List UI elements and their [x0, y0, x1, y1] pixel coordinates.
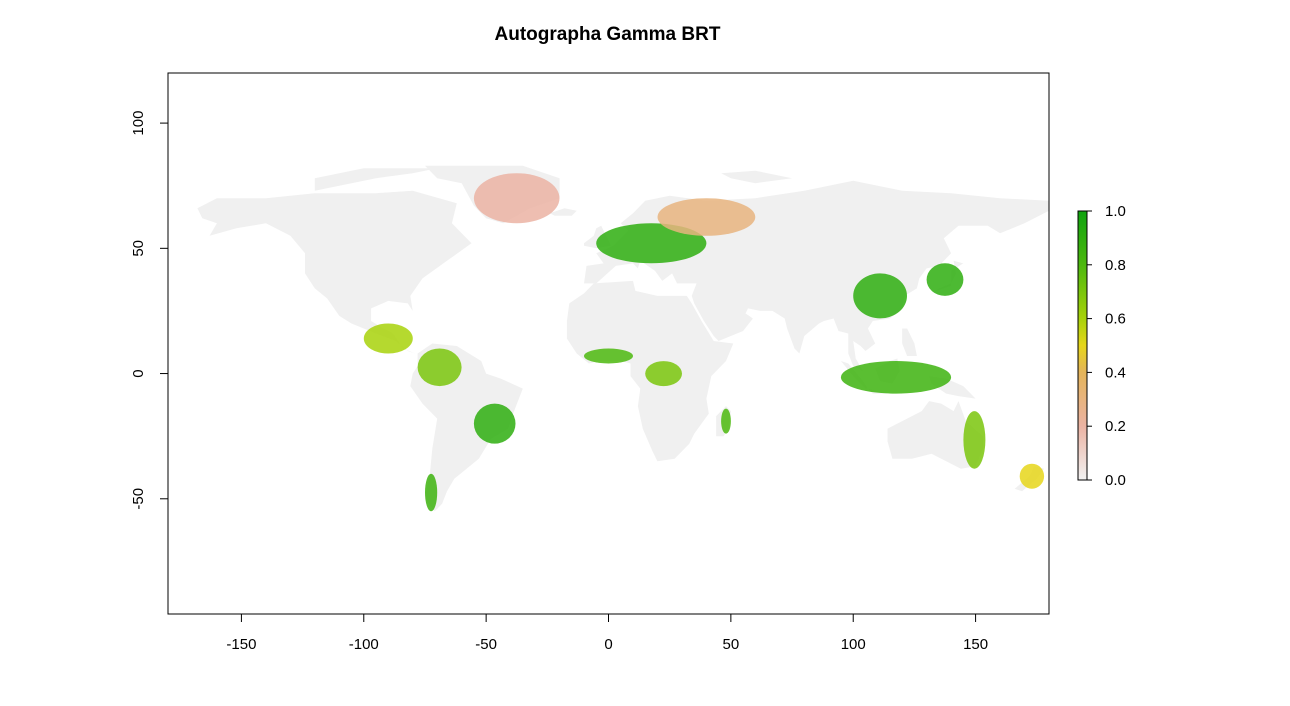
x-tick-label: 50: [723, 636, 740, 653]
suitability-region-8: [425, 473, 438, 512]
x-tick-label: -100: [349, 636, 379, 653]
landmass-0: [197, 190, 472, 354]
legend-ticks: 0.0 0.2 0.4 0.6 0.8 1.0: [1087, 203, 1126, 489]
land-layer: [197, 165, 1049, 512]
color-legend: 0.0 0.2 0.4 0.6 0.8 1.0: [1077, 203, 1126, 489]
suitability-region-14: [473, 173, 560, 224]
suitability-region-1: [853, 273, 907, 319]
suitability-region-9: [721, 408, 731, 434]
landmass-13: [549, 208, 577, 216]
legend-colorbar: [1077, 210, 1088, 481]
legend-tick-label: 1.0: [1105, 203, 1126, 220]
landmass-16: [314, 168, 438, 191]
legend-tick-label: 0.2: [1105, 418, 1126, 435]
y-axis: -50 0 50 100: [130, 111, 168, 510]
legend-tick-label: 0.4: [1105, 364, 1126, 381]
suitability-layer: [363, 173, 1045, 512]
landmass-11: [867, 388, 890, 394]
suitability-region-5: [645, 361, 682, 387]
suitability-region-7: [963, 411, 986, 469]
suitability-region-0: [596, 223, 707, 264]
legend-tick-label: 0.0: [1105, 472, 1126, 489]
x-tick-label: 100: [841, 636, 866, 653]
y-tick-label: -50: [130, 488, 147, 510]
x-tick-label: 150: [963, 636, 988, 653]
x-tick-label: -50: [475, 636, 497, 653]
plot-title: Autographa Gamma BRT: [494, 24, 721, 45]
suitability-region-11: [417, 348, 462, 387]
landmass-5: [887, 401, 983, 469]
legend-tick-label: 0.6: [1105, 311, 1126, 328]
landmass-18: [902, 328, 917, 356]
suitability-region-6: [840, 361, 952, 394]
landmass-15: [400, 203, 450, 219]
x-axis: -150 -100 -50 0 50 100 150: [226, 614, 988, 653]
suitability-region-3: [473, 403, 516, 444]
landmass-17: [721, 170, 792, 184]
suitability-region-13: [657, 198, 756, 236]
x-tick-label: -150: [226, 636, 256, 653]
suitability-region-4: [584, 348, 633, 364]
x-tick-label: 0: [604, 636, 612, 653]
suitability-region-2: [926, 263, 964, 296]
y-tick-label: 0: [130, 369, 147, 377]
suitability-region-10: [1019, 463, 1045, 489]
legend-tick-label: 0.8: [1105, 257, 1126, 274]
y-tick-label: 50: [130, 240, 147, 257]
suitability-region-12: [363, 323, 413, 354]
y-tick-label: 100: [130, 111, 147, 136]
